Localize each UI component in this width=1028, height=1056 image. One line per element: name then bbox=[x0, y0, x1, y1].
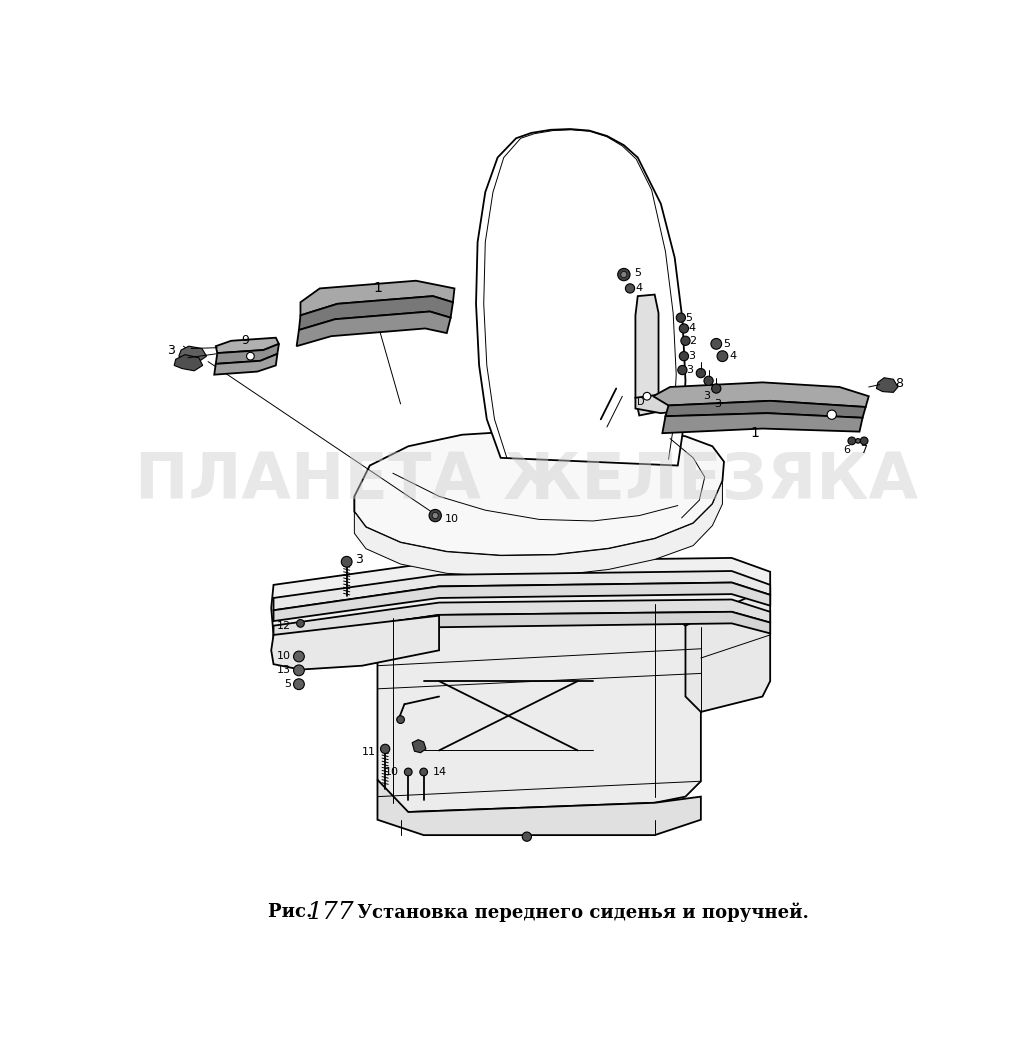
Circle shape bbox=[828, 410, 837, 419]
Circle shape bbox=[432, 512, 438, 518]
Text: 14: 14 bbox=[433, 767, 447, 777]
Text: 4: 4 bbox=[688, 323, 695, 334]
Text: 7: 7 bbox=[860, 446, 868, 455]
Polygon shape bbox=[377, 604, 701, 812]
Text: ПЛАНЕТА ЖЕЛЕЗЯКА: ПЛАНЕТА ЖЕЛЕЗЯКА bbox=[136, 450, 918, 512]
Polygon shape bbox=[271, 558, 770, 635]
Text: 4: 4 bbox=[730, 352, 737, 361]
Circle shape bbox=[644, 393, 651, 400]
Text: 3: 3 bbox=[687, 365, 694, 375]
Circle shape bbox=[397, 716, 404, 723]
Circle shape bbox=[621, 271, 627, 278]
Text: D: D bbox=[637, 397, 645, 408]
Circle shape bbox=[341, 557, 352, 567]
Text: 3: 3 bbox=[168, 343, 175, 357]
Polygon shape bbox=[877, 378, 898, 393]
Circle shape bbox=[676, 313, 686, 322]
Text: 1: 1 bbox=[750, 427, 760, 440]
Circle shape bbox=[696, 369, 705, 378]
Circle shape bbox=[294, 652, 304, 662]
Polygon shape bbox=[216, 344, 279, 364]
Text: 10: 10 bbox=[278, 652, 291, 661]
Polygon shape bbox=[273, 583, 770, 621]
Circle shape bbox=[677, 365, 687, 375]
Polygon shape bbox=[355, 480, 723, 577]
Text: 9: 9 bbox=[242, 335, 249, 347]
Text: Установка переднего сиденья и поручней.: Установка переднего сиденья и поручней. bbox=[351, 903, 808, 922]
Circle shape bbox=[625, 284, 634, 294]
Polygon shape bbox=[355, 430, 724, 555]
Text: 12: 12 bbox=[278, 621, 291, 630]
Circle shape bbox=[680, 352, 689, 361]
Circle shape bbox=[294, 665, 304, 676]
Polygon shape bbox=[297, 312, 450, 346]
Circle shape bbox=[848, 437, 855, 445]
Text: 3: 3 bbox=[714, 399, 722, 409]
Text: 2: 2 bbox=[690, 336, 697, 345]
Circle shape bbox=[522, 832, 531, 842]
Polygon shape bbox=[273, 600, 770, 639]
Text: 5: 5 bbox=[724, 339, 731, 348]
Text: 5: 5 bbox=[634, 268, 641, 278]
Circle shape bbox=[294, 679, 304, 690]
Circle shape bbox=[404, 768, 412, 776]
Text: 1: 1 bbox=[373, 281, 382, 296]
Text: 8: 8 bbox=[895, 377, 904, 391]
Circle shape bbox=[618, 268, 630, 281]
Circle shape bbox=[704, 376, 713, 385]
Polygon shape bbox=[174, 355, 203, 371]
Polygon shape bbox=[216, 338, 279, 353]
Circle shape bbox=[297, 620, 304, 627]
Polygon shape bbox=[476, 129, 686, 466]
Polygon shape bbox=[635, 395, 690, 413]
Circle shape bbox=[681, 336, 690, 345]
Polygon shape bbox=[273, 611, 770, 648]
Polygon shape bbox=[214, 354, 278, 375]
Circle shape bbox=[680, 324, 689, 333]
Polygon shape bbox=[299, 296, 453, 329]
Circle shape bbox=[711, 339, 722, 350]
Polygon shape bbox=[653, 382, 869, 407]
Text: 10: 10 bbox=[386, 767, 399, 777]
Polygon shape bbox=[273, 571, 770, 610]
Text: 5: 5 bbox=[284, 679, 291, 690]
Circle shape bbox=[380, 744, 390, 754]
Text: 4: 4 bbox=[635, 283, 642, 294]
Circle shape bbox=[860, 437, 868, 445]
Polygon shape bbox=[635, 295, 659, 415]
Text: 5: 5 bbox=[685, 313, 692, 323]
Text: 3: 3 bbox=[688, 352, 695, 361]
Polygon shape bbox=[300, 281, 454, 316]
Text: 3: 3 bbox=[703, 391, 710, 401]
Text: Рис.: Рис. bbox=[268, 903, 319, 921]
Circle shape bbox=[247, 353, 254, 360]
Polygon shape bbox=[377, 779, 701, 835]
Circle shape bbox=[429, 509, 441, 522]
Text: 10: 10 bbox=[445, 514, 460, 525]
Polygon shape bbox=[179, 346, 207, 361]
Polygon shape bbox=[412, 739, 426, 753]
Text: 177: 177 bbox=[306, 901, 355, 924]
Polygon shape bbox=[271, 616, 439, 670]
Polygon shape bbox=[665, 401, 866, 418]
Text: 11: 11 bbox=[362, 747, 376, 757]
Polygon shape bbox=[686, 587, 770, 712]
Circle shape bbox=[419, 768, 428, 776]
Circle shape bbox=[855, 438, 860, 444]
Text: 13: 13 bbox=[278, 665, 291, 676]
Circle shape bbox=[718, 351, 728, 361]
Text: 3: 3 bbox=[355, 553, 363, 566]
Circle shape bbox=[711, 384, 721, 393]
Text: 6: 6 bbox=[844, 446, 850, 455]
Polygon shape bbox=[662, 413, 862, 433]
